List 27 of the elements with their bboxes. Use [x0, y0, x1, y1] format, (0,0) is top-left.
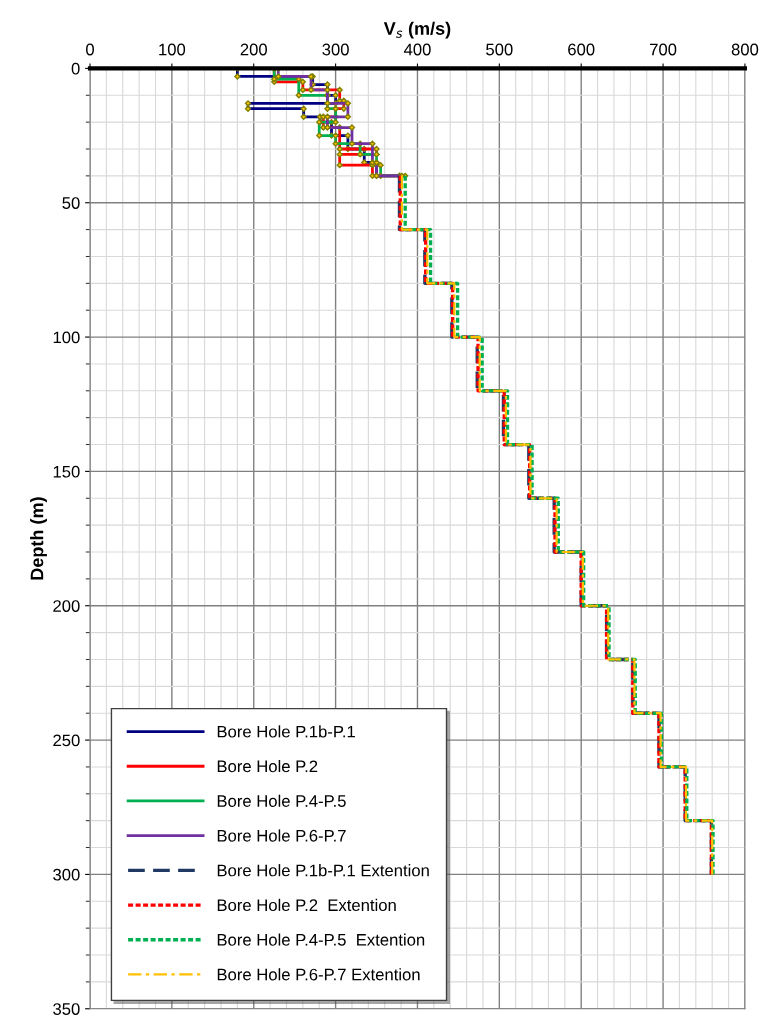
x-tick-label: 200 — [240, 43, 267, 56]
legend-label: Bore Hole P.4-P.5 — [217, 794, 346, 807]
legend-label: Bore Hole P.6-P.7 — [217, 829, 346, 842]
x-tick-label: 100 — [159, 43, 186, 56]
y-tick-label: 350 — [53, 1003, 80, 1015]
x-tick-label: 0 — [86, 43, 94, 56]
x-tick-label: 600 — [568, 43, 595, 56]
y-tick-label: 50 — [62, 197, 80, 209]
x-tick-label: 800 — [731, 43, 759, 56]
legend-label: Bore Hole P.1b-P.1 Extention — [217, 864, 429, 877]
x-tick-label: 300 — [322, 43, 349, 56]
x-tick-label: 500 — [486, 43, 513, 56]
y-tick-label: 0 — [71, 62, 80, 75]
legend-label: Bore Hole P.1b-P.1 — [217, 725, 355, 738]
y-tick-label: 100 — [53, 331, 80, 344]
y-tick-label: 300 — [53, 868, 80, 881]
legend-label: Bore Hole P.2 Extention — [217, 898, 396, 912]
y-tick-label: 150 — [53, 465, 80, 478]
x-axis-title: V$_{s}$ (m/s) — [383, 21, 451, 39]
y-tick-label: 200 — [53, 600, 80, 612]
y-axis-title: Depth (m) — [30, 497, 47, 580]
x-tick-label: 400 — [403, 43, 431, 56]
legend-label: Bore Hole P.2 — [217, 759, 318, 773]
legend-label: Bore Hole P.4-P.5 Extention — [217, 933, 425, 946]
x-tick-label: 700 — [650, 43, 677, 56]
legend-label: Bore Hole P.6-P.7 Extention — [217, 968, 420, 981]
y-tick-label: 250 — [53, 734, 80, 747]
